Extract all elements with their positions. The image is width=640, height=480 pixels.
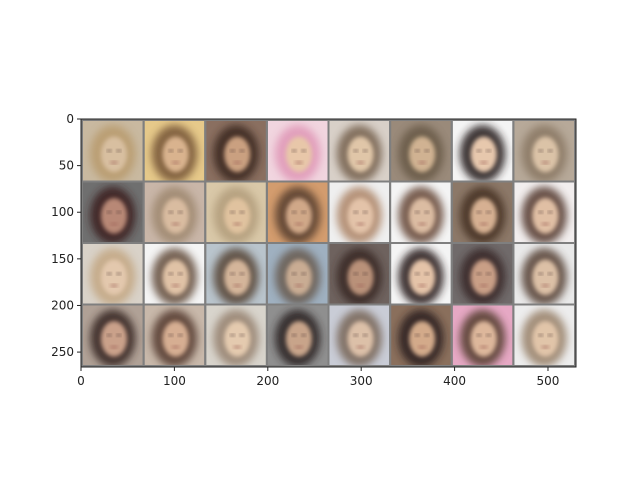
face-tile: [267, 182, 328, 242]
y-tick-label: 200: [51, 298, 74, 312]
x-tick-label: 0: [77, 374, 85, 388]
face-tile: [83, 182, 143, 242]
axes-frame: [80, 118, 577, 368]
x-tick-label: 100: [163, 374, 186, 388]
face-tile: [514, 182, 574, 242]
face-tile: [329, 244, 390, 304]
face-tile: [83, 305, 143, 365]
y-tick-label: 150: [51, 252, 74, 266]
x-tick-label: 500: [537, 374, 560, 388]
face-tile: [452, 305, 513, 365]
face-tile: [452, 121, 513, 181]
y-tick-label: 100: [51, 205, 74, 219]
face-tile: [391, 121, 451, 181]
y-tick-label: 0: [66, 112, 74, 126]
face-tile: [329, 121, 390, 181]
face-tile: [391, 182, 451, 242]
x-tick-label: 400: [443, 374, 466, 388]
face-tile: [329, 182, 390, 242]
x-tick-label: 200: [256, 374, 279, 388]
face-tile: [206, 244, 266, 304]
face-tile: [329, 305, 390, 365]
face-tile: [514, 305, 574, 365]
face-tile: [83, 121, 143, 181]
face-tile: [144, 305, 205, 365]
face-tile: [514, 121, 574, 181]
face-tile: [514, 244, 574, 304]
face-tile: [267, 305, 328, 365]
face-tile: [391, 244, 451, 304]
face-tile: [206, 305, 266, 365]
face-tile: [144, 182, 205, 242]
y-axis: 0 50 100 150 200 250: [51, 112, 81, 359]
face-tile: [144, 121, 205, 181]
face-tile: [144, 244, 205, 304]
image-axes: [80, 118, 577, 368]
x-tick-label: 300: [350, 374, 373, 388]
y-tick-label: 250: [51, 345, 74, 359]
face-tile: [267, 244, 328, 304]
face-tile: [391, 305, 451, 365]
face-tile: [206, 121, 266, 181]
face-grid: [81, 119, 576, 367]
face-tile: [206, 182, 266, 242]
face-tile: [452, 244, 513, 304]
y-tick-label: 50: [59, 159, 74, 173]
face-tile: [452, 182, 513, 242]
face-tile: [267, 121, 328, 181]
face-tile: [83, 244, 143, 304]
x-axis: 0 100 200 300 400 500: [77, 367, 559, 388]
